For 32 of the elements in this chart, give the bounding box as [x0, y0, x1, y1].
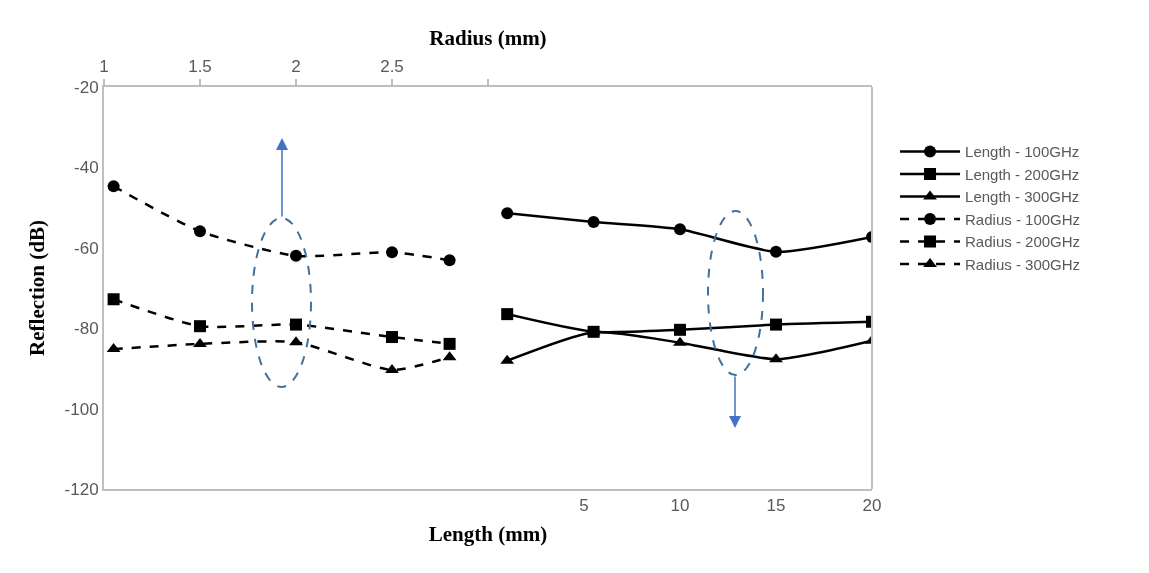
- point: [673, 336, 687, 346]
- y-tick-label: -20: [74, 77, 99, 97]
- legend-label: Length - 200GHz: [965, 165, 1080, 183]
- y-tick-label: -120: [64, 479, 99, 499]
- x2-tick-label: 1: [99, 57, 109, 77]
- legend-label: Length - 300GHz: [965, 188, 1080, 206]
- legend-label: Radius - 300GHz: [965, 255, 1081, 273]
- x2-tick-label: 2.5: [380, 57, 404, 77]
- y-axis-title: Reflection (dB): [25, 220, 50, 356]
- y-tick-label: -40: [74, 158, 99, 178]
- x-tick-label: 10: [670, 496, 690, 516]
- point: [587, 216, 600, 229]
- y-tick-label: -80: [74, 319, 99, 339]
- point: [501, 308, 514, 321]
- point: [674, 223, 686, 236]
- x-tick-label: 5: [579, 496, 589, 516]
- y-tick-label: -60: [74, 238, 99, 258]
- y-tick-label: -100: [64, 399, 99, 419]
- legend-label: Radius - 100GHz: [965, 210, 1081, 228]
- point: [770, 245, 782, 258]
- x-tick-label: 20: [862, 496, 882, 516]
- x-axis-title: Length (mm): [428, 522, 548, 547]
- x2-axis-title: Radius (mm): [429, 25, 547, 50]
- legend-label: Length - 100GHz: [965, 143, 1080, 161]
- point: [770, 318, 782, 331]
- legend-label: Radius - 200GHz: [965, 233, 1081, 251]
- point: [501, 207, 514, 220]
- x-tick-label: 15: [766, 496, 786, 516]
- point: [769, 353, 783, 363]
- x2-tick-label: 1.5: [188, 57, 212, 77]
- x2-tick-label: 2: [291, 57, 301, 77]
- point: [674, 323, 686, 336]
